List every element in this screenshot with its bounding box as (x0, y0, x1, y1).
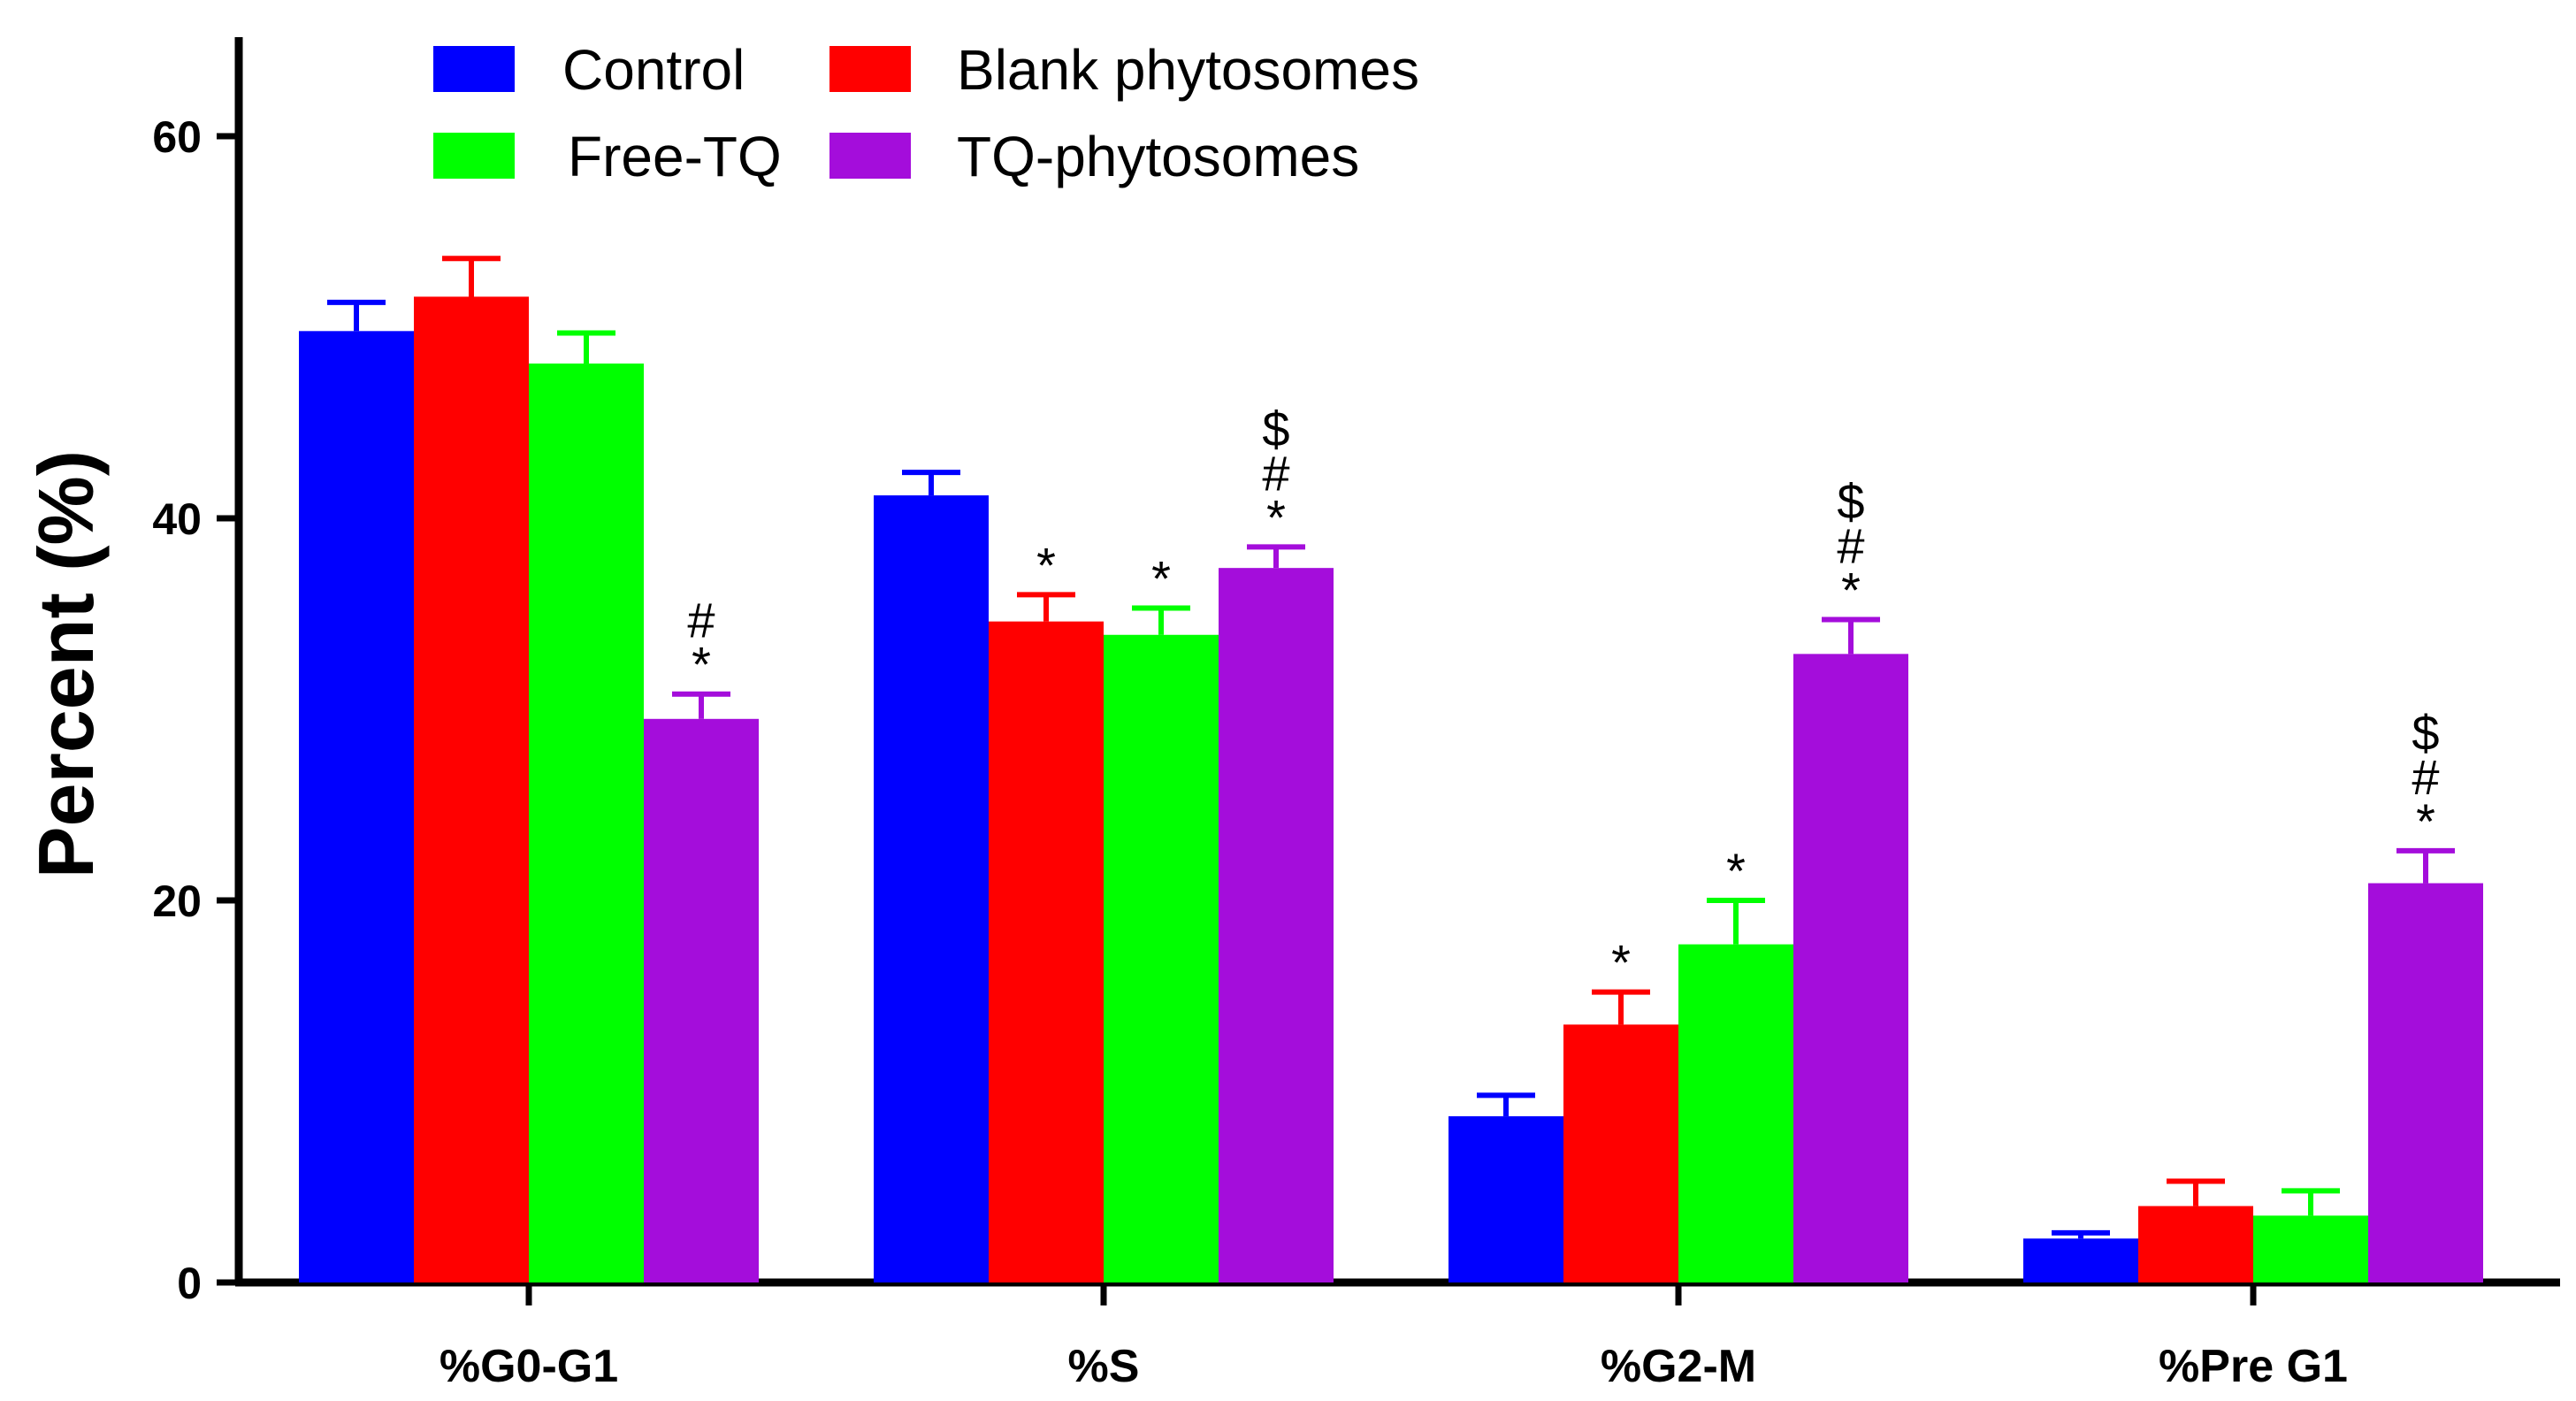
bar (1449, 1116, 1563, 1282)
legend-label: Blank phytosomes (957, 38, 1419, 102)
significance-mark: # (1837, 517, 1864, 573)
significance-mark: * (692, 637, 711, 693)
bar (1793, 654, 1908, 1282)
significance-mark: $ (1837, 473, 1864, 529)
y-tick-label: 60 (152, 112, 202, 162)
y-tick-label: 40 (152, 494, 202, 544)
legend-swatch (829, 46, 911, 92)
legend-swatch (433, 46, 515, 92)
y-tick-label: 20 (152, 877, 202, 926)
significance-mark: * (1841, 562, 1861, 617)
significance-mark: * (1151, 551, 1171, 607)
x-ticks: %G0-G1 %S %G2-M %Pre G1 (440, 1282, 2348, 1392)
bar (874, 495, 989, 1282)
bar (2253, 1215, 2368, 1282)
y-axis-label: Percent (%) (22, 450, 110, 878)
significance-marks: #** *$#***$#*$#* (687, 401, 2439, 990)
legend: Control Blank phytosomes Free-TQ TQ-phytoso… (433, 38, 1419, 188)
bar (1219, 568, 1334, 1282)
bar (2138, 1206, 2253, 1282)
significance-mark: # (1262, 445, 1289, 501)
y-ticks: 0 20 40 60 (152, 112, 239, 1308)
bar (1563, 1024, 1678, 1282)
bar (644, 718, 759, 1282)
legend-swatch (829, 133, 911, 179)
x-tick-label: %G0-G1 (440, 1341, 618, 1392)
significance-mark: * (1266, 489, 1286, 545)
bar (529, 364, 644, 1282)
bars (299, 296, 2483, 1283)
y-tick-label: 0 (177, 1259, 202, 1308)
error-bars (327, 256, 2455, 1239)
significance-mark: * (2416, 793, 2435, 849)
x-tick-label: %S (1068, 1341, 1140, 1392)
legend-label: Control (562, 38, 745, 102)
significance-mark: * (1036, 537, 1056, 593)
bar (989, 621, 1104, 1282)
significance-mark: # (687, 593, 715, 648)
x-tick-label: %Pre G1 (2159, 1341, 2348, 1392)
bar (2368, 883, 2483, 1282)
significance-mark: * (1611, 935, 1631, 991)
significance-mark: # (2412, 749, 2439, 805)
legend-swatch (433, 133, 515, 179)
bar (1104, 634, 1219, 1282)
significance-mark: $ (1262, 401, 1289, 456)
legend-label: Free-TQ (568, 125, 782, 188)
bar (2023, 1238, 2138, 1282)
bar (414, 296, 529, 1283)
significance-mark: $ (2412, 705, 2439, 761)
x-tick-label: %G2-M (1601, 1341, 1756, 1392)
significance-mark: * (1726, 843, 1746, 899)
bar (299, 331, 414, 1282)
legend-label: TQ-phytosomes (957, 125, 1359, 188)
bar (1678, 944, 1793, 1282)
